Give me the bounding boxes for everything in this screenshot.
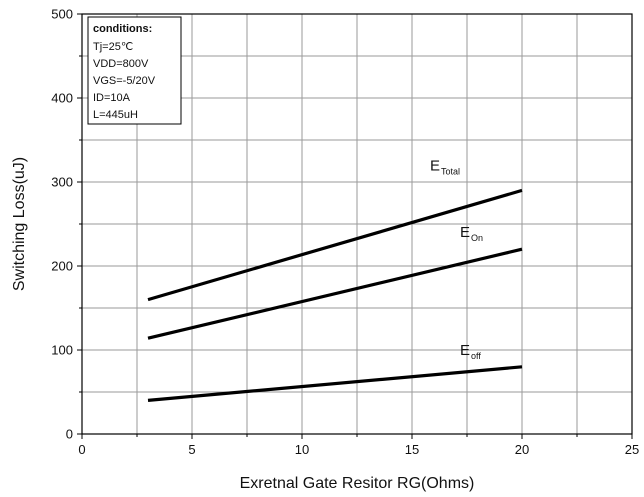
grid bbox=[82, 14, 632, 434]
y-tick-label: 100 bbox=[51, 343, 73, 358]
conditions-title: conditions: bbox=[93, 23, 152, 35]
x-tick-label: 15 bbox=[405, 442, 419, 457]
series-lines bbox=[147, 188, 523, 402]
series-label-subscript: Total bbox=[441, 166, 460, 176]
x-tick-label: 0 bbox=[78, 442, 85, 457]
x-axis-title: Exretnal Gate Resitor RG(Ohms) bbox=[240, 475, 475, 492]
y-tick-label: 0 bbox=[66, 427, 73, 442]
series-line-on bbox=[147, 247, 523, 340]
condition-line-vdd: VDD=800V bbox=[93, 58, 149, 70]
series-label-subscript: On bbox=[471, 233, 483, 243]
x-tick-label: 20 bbox=[515, 442, 529, 457]
x-tick-label: 5 bbox=[188, 442, 195, 457]
condition-line-l: L=445uH bbox=[93, 109, 138, 121]
condition-line-id: ID=10A bbox=[93, 92, 131, 104]
y-tick-label: 400 bbox=[51, 91, 73, 106]
series-line-total bbox=[147, 188, 523, 302]
y-tick-label: 500 bbox=[51, 7, 73, 22]
condition-line-tj: Tj=25℃ bbox=[93, 41, 133, 53]
y-axis-title: Switching Loss(uJ) bbox=[11, 157, 28, 291]
y-tick-label: 300 bbox=[51, 175, 73, 190]
x-tick-label: 25 bbox=[625, 442, 639, 457]
x-tick-label: 10 bbox=[295, 442, 309, 457]
series-line-off bbox=[147, 365, 523, 402]
series-label-subscript: off bbox=[471, 351, 481, 361]
conditions-frame bbox=[87, 16, 182, 125]
condition-line-vgs: VGS=-5/20V bbox=[93, 75, 156, 87]
conditions-box: conditions: Tj=25℃ VDD=800V VGS=-5/20V I… bbox=[87, 16, 182, 125]
ticks: 0 5 10 15 20 25 0 100 200 300 400 500 bbox=[51, 7, 639, 458]
y-tick-label: 200 bbox=[51, 259, 73, 274]
